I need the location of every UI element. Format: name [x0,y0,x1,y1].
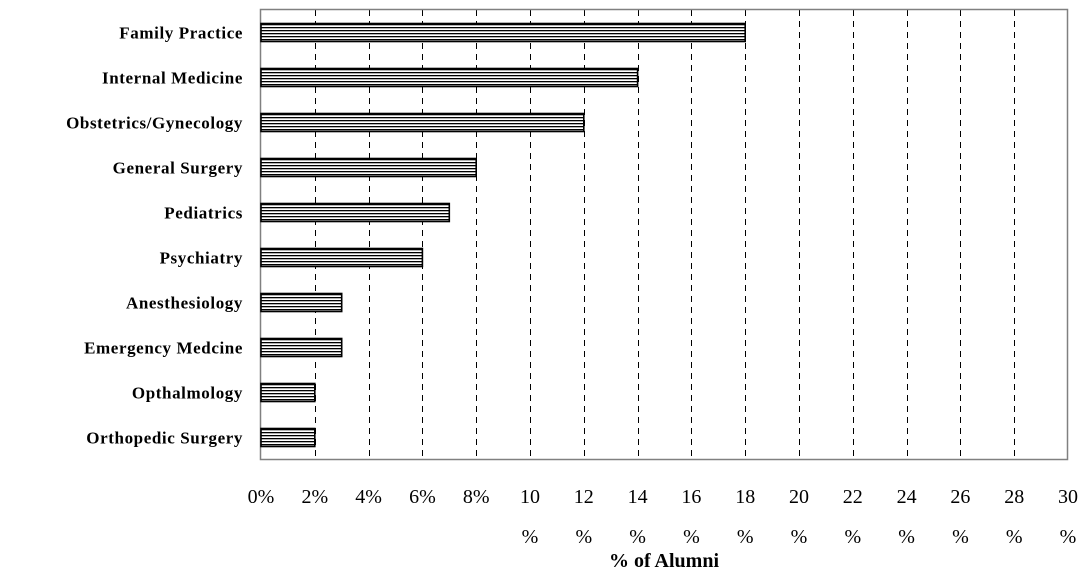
x-tick-label: 30 [1058,486,1078,508]
grid-lines [315,10,1015,460]
x-tick-label: 16 [681,486,701,508]
x-tick-label: % [683,526,700,548]
bar [260,67,639,88]
x-tick-label: 22 [843,486,863,508]
x-tick-label: 26 [950,486,970,508]
x-tick-label: 18 [735,486,755,508]
x-tick-label: % [898,526,915,548]
x-tick-label: % [737,526,754,548]
x-tick-label: 2% [301,486,328,508]
x-tick-label: % [844,526,861,548]
x-tick-label: 6% [409,486,436,508]
category-label: Anesthesiology [126,294,243,313]
category-label: Internal Medicine [102,69,243,88]
x-tick-label: % [1006,526,1023,548]
category-label: General Surgery [113,159,243,178]
x-tick-label: 24 [897,486,917,508]
bar [260,247,424,268]
bar [260,427,316,448]
category-label: Orthopedic Surgery [86,429,243,448]
bar [260,292,343,313]
x-tick-label: 12 [574,486,594,508]
x-axis-title: % of Alumni [609,550,719,571]
bar [260,157,477,178]
x-tick-label: % [575,526,592,548]
category-label: Opthalmology [132,384,243,403]
x-tick-label: 8% [463,486,490,508]
x-tick-label: 20 [789,486,809,508]
x-tick-label: 10 [520,486,540,508]
x-tick-label: % [522,526,539,548]
bar [260,202,451,223]
bar [260,22,747,43]
x-tick-label: % [952,526,969,548]
x-tick-label: % [629,526,646,548]
x-tick-labels: 0% 2% 4% 6% 8% 10% 12% 14% 16% 18% 20% 22% 24% 26% 28%… [248,486,1078,548]
category-label: Emergency Medcine [84,339,243,358]
bar [260,112,585,133]
category-label: Psychiatry [160,249,243,268]
x-tick-label: % [791,526,808,548]
x-tick-label: 14 [628,486,648,508]
category-labels: Family Practice Internal Medicine Obstetri… [66,24,243,448]
x-tick-label: 4% [355,486,382,508]
bars [260,22,747,448]
bar [260,337,343,358]
bar [260,382,316,403]
x-tick-label: 0% [248,486,275,508]
category-label: Pediatrics [164,204,243,223]
x-tick-label: 28 [1004,486,1024,508]
plot-frame [259,8,1069,461]
category-label: Obstetrics/Gynecology [66,114,243,133]
category-label: Family Practice [119,24,243,43]
x-tick-label: % [1060,526,1077,548]
